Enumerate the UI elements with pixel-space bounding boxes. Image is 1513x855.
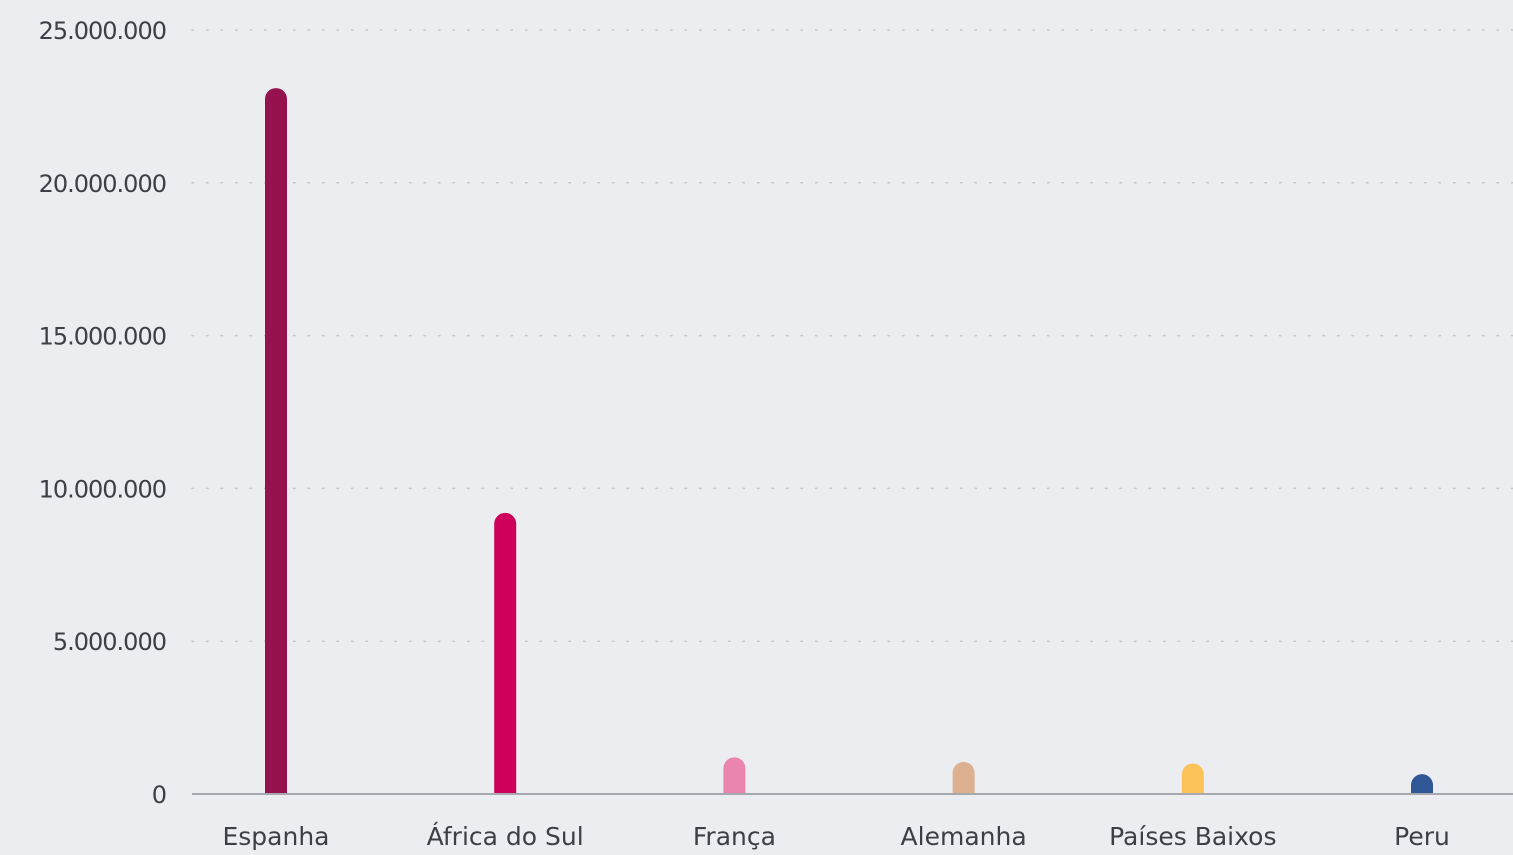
bar-fran-a[interactable] xyxy=(723,757,746,794)
bar--frica-do-sul[interactable] xyxy=(494,512,517,794)
x-tick-label: França xyxy=(693,822,776,850)
x-tick-label: Alemanha xyxy=(901,822,1027,850)
y-tick-label: 15.000.000 xyxy=(39,323,166,351)
y-tick-label: 25.000.000 xyxy=(39,17,166,45)
bar-pa-ses-baixos[interactable] xyxy=(1181,763,1204,794)
bars xyxy=(265,88,1433,794)
y-tick-label: 0 xyxy=(152,781,166,809)
y-axis-tick-labels: 0 5.000.000 10.000.000 15.000.000 20.000.000… xyxy=(39,17,167,809)
y-tick-label: 20.000.000 xyxy=(39,170,166,198)
y-tick-label: 5.000.000 xyxy=(53,628,166,656)
x-tick-label: Peru xyxy=(1394,822,1450,850)
bar-alemanha[interactable] xyxy=(952,761,975,794)
x-tick-label: Países Baixos xyxy=(1109,822,1276,850)
gridlines xyxy=(191,29,1513,642)
bar-peru[interactable] xyxy=(1411,774,1433,794)
y-tick-label: 10.000.000 xyxy=(39,475,166,503)
x-tick-label: Espanha xyxy=(222,822,329,850)
x-axis-tick-labels: Espanha África do Sul França Alemanha Países… xyxy=(222,822,1450,851)
bar-espanha[interactable] xyxy=(265,88,287,794)
x-tick-label: África do Sul xyxy=(427,822,584,850)
